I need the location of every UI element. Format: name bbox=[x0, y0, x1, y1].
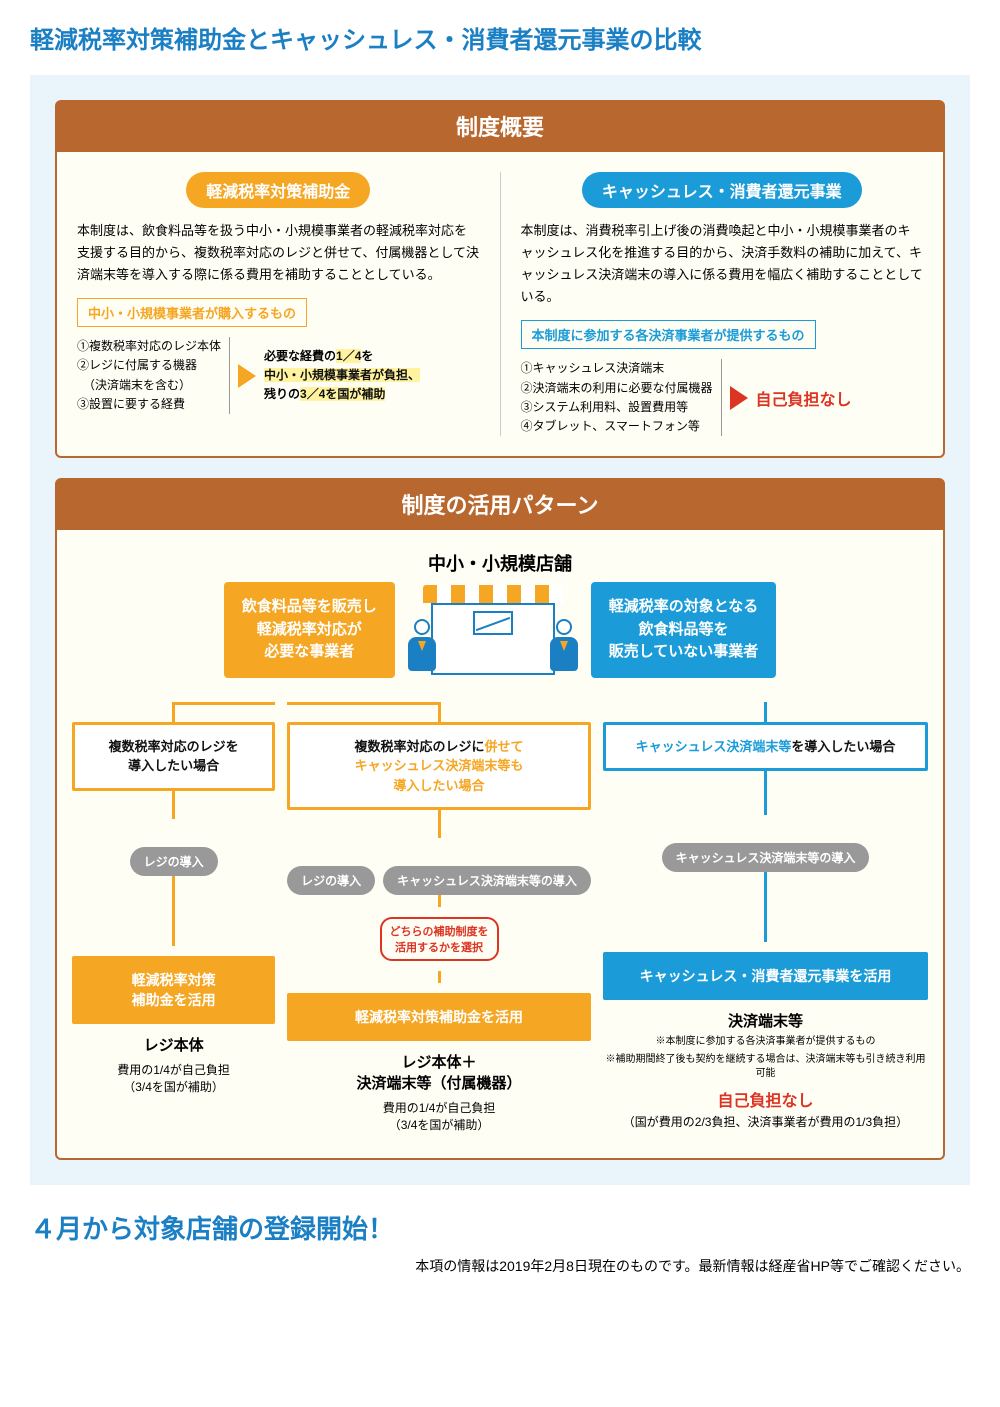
subsidy-pill: 軽減税率対策補助金 bbox=[186, 172, 370, 208]
overview-section: 制度概要 軽減税率対策補助金 本制度は、飲食料品等を扱う中小・小規模事業者の軽減… bbox=[55, 100, 945, 458]
page-title: 軽減税率対策補助金とキャッシュレス・消費者還元事業の比較 bbox=[30, 20, 970, 55]
case-2: 複数税率対応のレジに併せて キャッシュレス決済端末等も 導入したい場合 bbox=[287, 722, 591, 811]
subsidy-items: ①複数税率対応のレジ本体 ②レジに付属する機器 （決済端末を含む） ③設置に要す… bbox=[77, 337, 230, 414]
storefront-icon bbox=[403, 585, 583, 675]
summary-3-note2: ※補助期間終了後も契約を継続する場合は、決済端末等も引き続き利用可能 bbox=[603, 1053, 928, 1081]
step-register: レジの導入 bbox=[130, 847, 218, 876]
overview-header: 制度概要 bbox=[55, 100, 945, 152]
cashless-desc: 本制度は、消費税率引上げ後の消費喚起と中小・小規模事業者のキャッシュレス化を推進… bbox=[521, 220, 924, 308]
selection-note: どちらの補助制度を 活用するかを選択 bbox=[380, 917, 499, 961]
cashless-subheader: 本制度に参加する各決済事業者が提供するもの bbox=[521, 320, 816, 349]
step-cashless: キャッシュレス決済端末等の導入 bbox=[662, 843, 870, 872]
summary-2-title: レジ本体＋ 決済端末等（付属機器） bbox=[287, 1051, 591, 1093]
case-1: 複数税率対応のレジを 導入したい場合 bbox=[72, 722, 275, 791]
subsidy-subheader: 中小・小規模事業者が購入するもの bbox=[77, 298, 307, 327]
summary-3-red: 自己負担なし bbox=[603, 1087, 928, 1111]
subsidy-result: 必要な経費の1／4を 中小・小規模事業者が負担、 残りの3／4を国が補助 bbox=[264, 347, 420, 405]
store-title: 中小・小規模店舗 bbox=[72, 550, 928, 576]
cashless-pill: キャッシュレス・消費者還元事業 bbox=[582, 172, 862, 208]
summary-3-title: 決済端末等 bbox=[603, 1010, 928, 1031]
summary-1-title: レジ本体 bbox=[72, 1034, 275, 1055]
overview-left-column: 軽減税率対策補助金 本制度は、飲食料品等を扱う中小・小規模事業者の軽減税率対応を… bbox=[77, 172, 501, 436]
cashless-result: 自己負担なし bbox=[756, 386, 852, 410]
footer-title: ４月から対象店舗の登録開始！ bbox=[30, 1209, 970, 1246]
overview-right-column: キャッシュレス・消費者還元事業 本制度は、消費税率引上げ後の消費喚起と中小・小規… bbox=[521, 172, 924, 436]
biz-type-right: 軽減税率の対象となる 飲食料品等を 販売していない事業者 bbox=[591, 582, 777, 678]
case-3: キャッシュレス決済端末等を導入したい場合 bbox=[603, 722, 928, 772]
content-panel: 制度概要 軽減税率対策補助金 本制度は、飲食料品等を扱う中小・小規模事業者の軽減… bbox=[30, 75, 970, 1185]
biz-type-left: 飲食料品等を販売し 軽減税率対応が 必要な事業者 bbox=[224, 582, 395, 678]
result-1: 軽減税率対策 補助金を活用 bbox=[72, 956, 275, 1024]
result-3: キャッシュレス・消費者還元事業を活用 bbox=[603, 952, 928, 1000]
footer-note: 本項の情報は2019年2月8日現在のものです。最新情報は経産省HP等でご確認くだ… bbox=[30, 1256, 970, 1276]
cashless-items: ①キャッシュレス決済端末 ②決済端末の利用に必要な付属機器 ③システム利用料、設… bbox=[521, 359, 722, 436]
summary-1-desc: 費用の1/4が自己負担 （3/4を国が補助） bbox=[72, 1061, 275, 1095]
step-cashless: キャッシュレス決済端末等の導入 bbox=[383, 866, 591, 895]
pattern-header: 制度の活用パターン bbox=[55, 478, 945, 530]
step-register: レジの導入 bbox=[287, 866, 375, 895]
result-2: 軽減税率対策補助金を活用 bbox=[287, 993, 591, 1041]
pattern-section: 制度の活用パターン 中小・小規模店舗 飲食料品等を販売し 軽減税率対応が 必要な… bbox=[55, 478, 945, 1160]
summary-3-note1: ※本制度に参加する各決済事業者が提供するもの bbox=[603, 1035, 928, 1049]
arrow-right-icon bbox=[238, 364, 256, 388]
arrow-right-icon bbox=[730, 386, 748, 410]
subsidy-desc: 本制度は、飲食料品等を扱う中小・小規模事業者の軽減税率対応を支援する目的から、複… bbox=[77, 220, 480, 286]
summary-3-desc: （国が費用の2/3負担、決済事業者が費用の1/3負担） bbox=[603, 1113, 928, 1130]
summary-2-desc: 費用の1/4が自己負担 （3/4を国が補助） bbox=[287, 1099, 591, 1133]
